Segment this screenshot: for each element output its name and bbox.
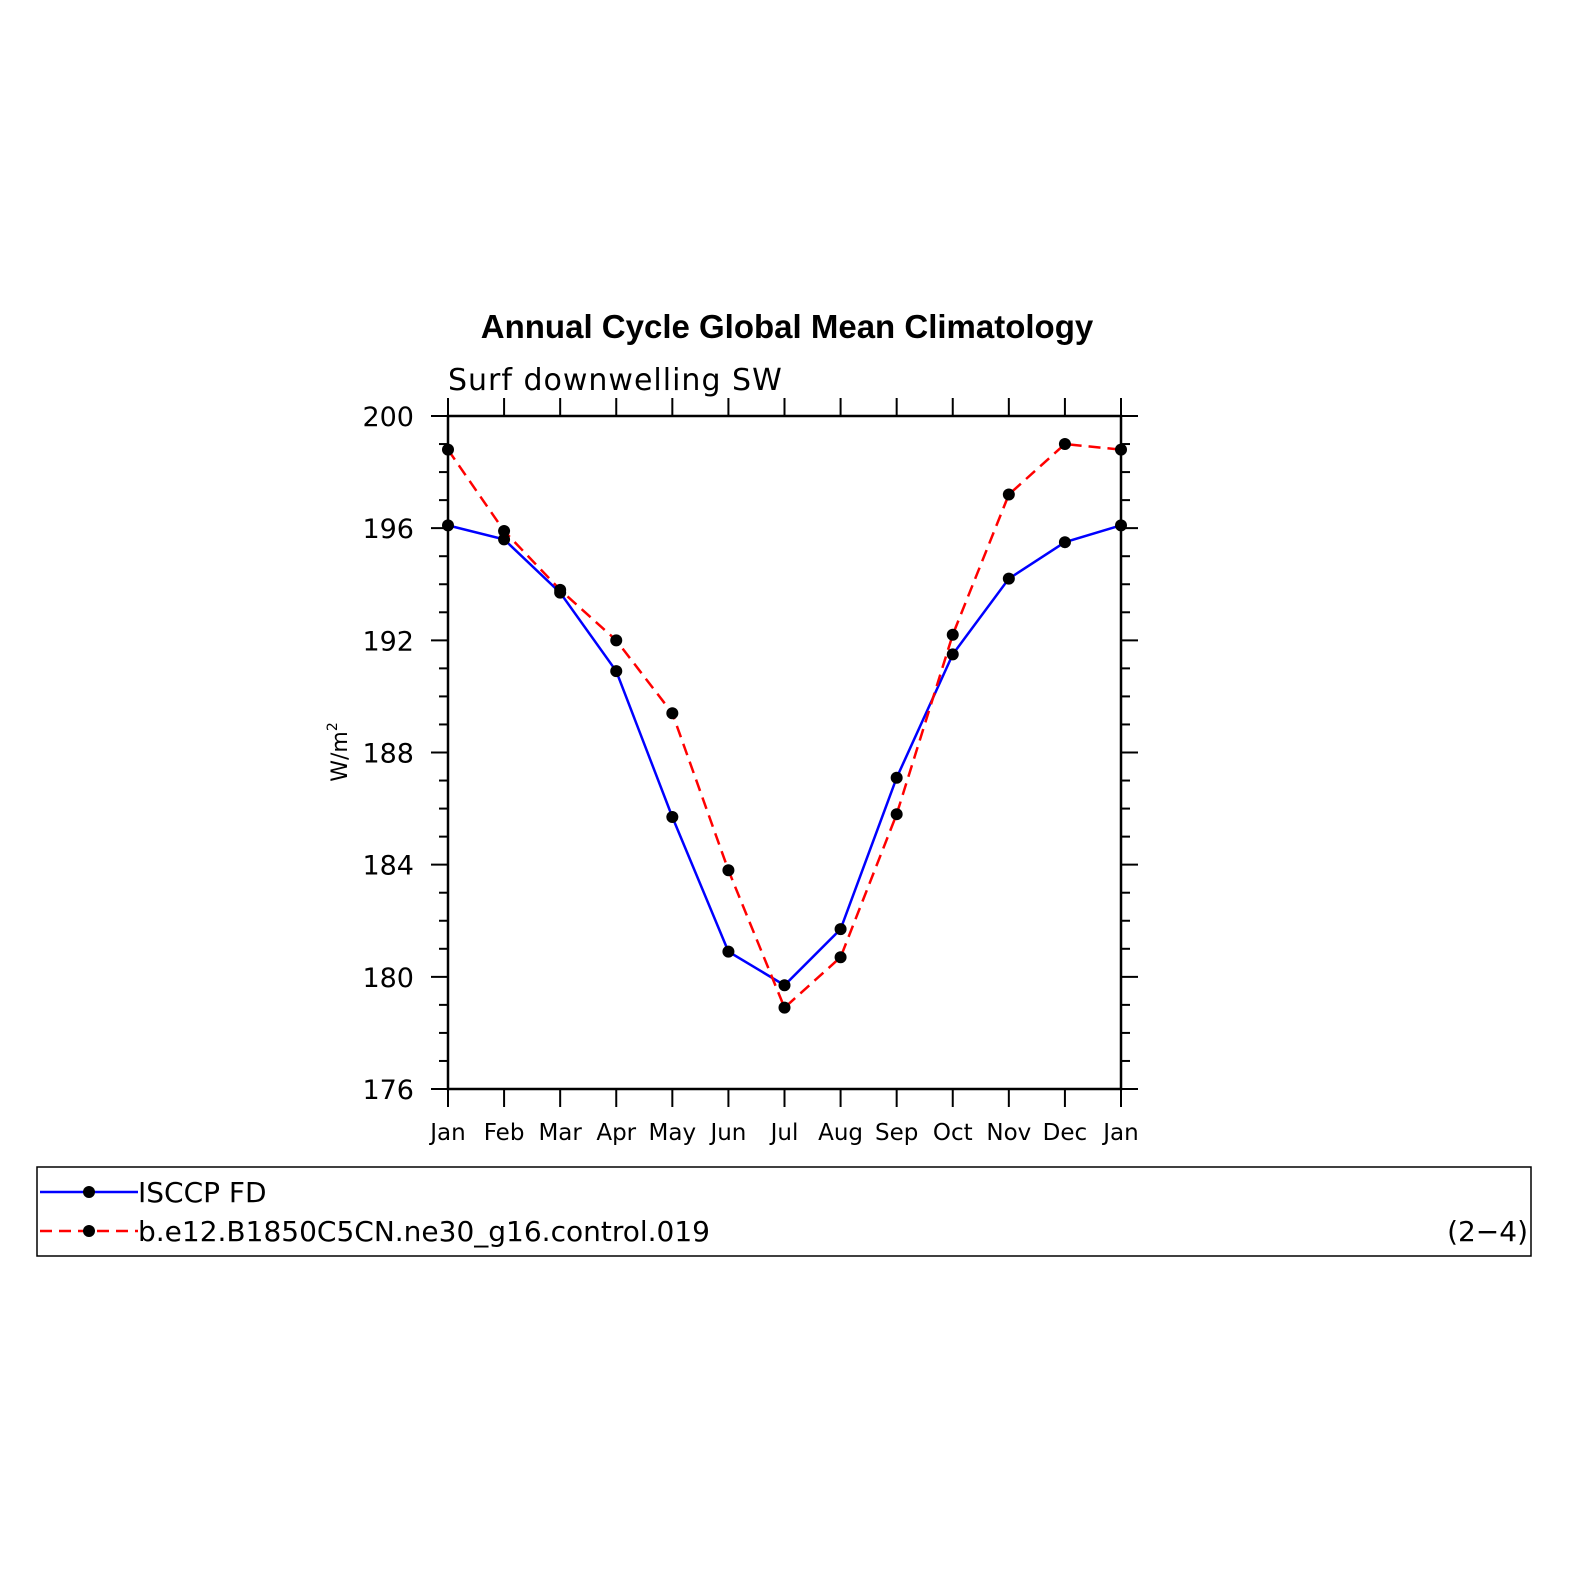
series-2-point: [778, 1001, 791, 1014]
y-tick-label: 180: [362, 963, 414, 994]
y-tick-label: 188: [362, 739, 414, 770]
series-2-point: [1115, 443, 1127, 456]
series-2-point: [442, 443, 454, 456]
series-1-point: [890, 771, 903, 784]
x-tick-label: Aug: [818, 1120, 863, 1146]
x-tick-label: Nov: [986, 1120, 1031, 1146]
y-tick-label: 184: [362, 851, 414, 882]
series-1-point: [1002, 572, 1015, 585]
x-tick-label: Jun: [708, 1120, 746, 1146]
legend-label-2: b.e12.B1850C5CN.ne30_g16.control.019: [138, 1215, 710, 1248]
legend-label-1: ISCCP FD: [138, 1176, 267, 1209]
series-2-point: [946, 628, 959, 641]
legend-marker-1: [83, 1186, 95, 1198]
series-1-point: [666, 810, 679, 823]
legend-box: [36, 1166, 1532, 1257]
series-1-point: [834, 923, 847, 936]
series-line-2: [446, 442, 1122, 1010]
x-tick-label: Sep: [875, 1120, 918, 1146]
series-1-point: [498, 533, 511, 546]
chart-title: Annual Cycle Global Mean Climatology: [481, 308, 1094, 345]
series-1-point: [442, 519, 454, 532]
series-1-point: [1115, 519, 1127, 532]
series-2-point: [610, 634, 623, 647]
series-1-point: [946, 648, 959, 661]
series-1-point: [722, 945, 735, 958]
chart-subtitle: Surf downwelling SW: [448, 363, 783, 398]
series-2-point: [554, 583, 567, 596]
y-axis-label-text: W/m: [328, 731, 353, 782]
y-tick-label: 196: [362, 514, 414, 545]
series-2-point: [890, 808, 903, 821]
series-1-point: [1058, 536, 1071, 549]
series-1-point: [778, 979, 791, 992]
legend-entries: ISCCP FD b.e12.B1850C5CN.ne30_g16.control…: [40, 1176, 710, 1248]
panel-label: (2−4): [1447, 1215, 1528, 1248]
y-axis-label: W/m2: [325, 722, 353, 782]
y-axis: 176 180 184 188 192 196 200: [362, 402, 1138, 1106]
x-tick-label: Jan: [428, 1120, 465, 1146]
series-2-point: [1058, 438, 1071, 451]
series-2-point: [666, 707, 679, 720]
x-tick-label: May: [649, 1120, 697, 1146]
y-tick-label: 192: [362, 626, 414, 657]
legend-marker-2: [83, 1225, 95, 1237]
x-tick-label: Dec: [1043, 1120, 1088, 1146]
series-2-point: [834, 951, 847, 964]
x-axis: Jan Feb Mar Apr May Jun Jul Aug Sep Oct Nov Dec Jan: [428, 398, 1139, 1146]
legend: ISCCP FD b.e12.B1850C5CN.ne30_g16.control…: [36, 1166, 1532, 1257]
x-tick-label: Jul: [769, 1120, 799, 1146]
x-tick-label: Oct: [933, 1120, 973, 1146]
x-tick-label: Mar: [538, 1120, 582, 1146]
y-tick-label: 200: [362, 402, 414, 433]
y-tick-label: 176: [362, 1075, 414, 1106]
x-tick-label: Jan: [1101, 1120, 1138, 1146]
y-axis-label-superscript: 2: [325, 722, 341, 731]
series-line-1: [447, 524, 1122, 987]
series-2-point: [498, 524, 511, 537]
series-1-point: [610, 665, 623, 678]
series-2-point: [1002, 488, 1015, 501]
series-2-point: [722, 864, 735, 877]
x-tick-label: Apr: [596, 1120, 636, 1146]
x-tick-label: Feb: [484, 1120, 525, 1146]
series-layer: [442, 438, 1127, 1014]
